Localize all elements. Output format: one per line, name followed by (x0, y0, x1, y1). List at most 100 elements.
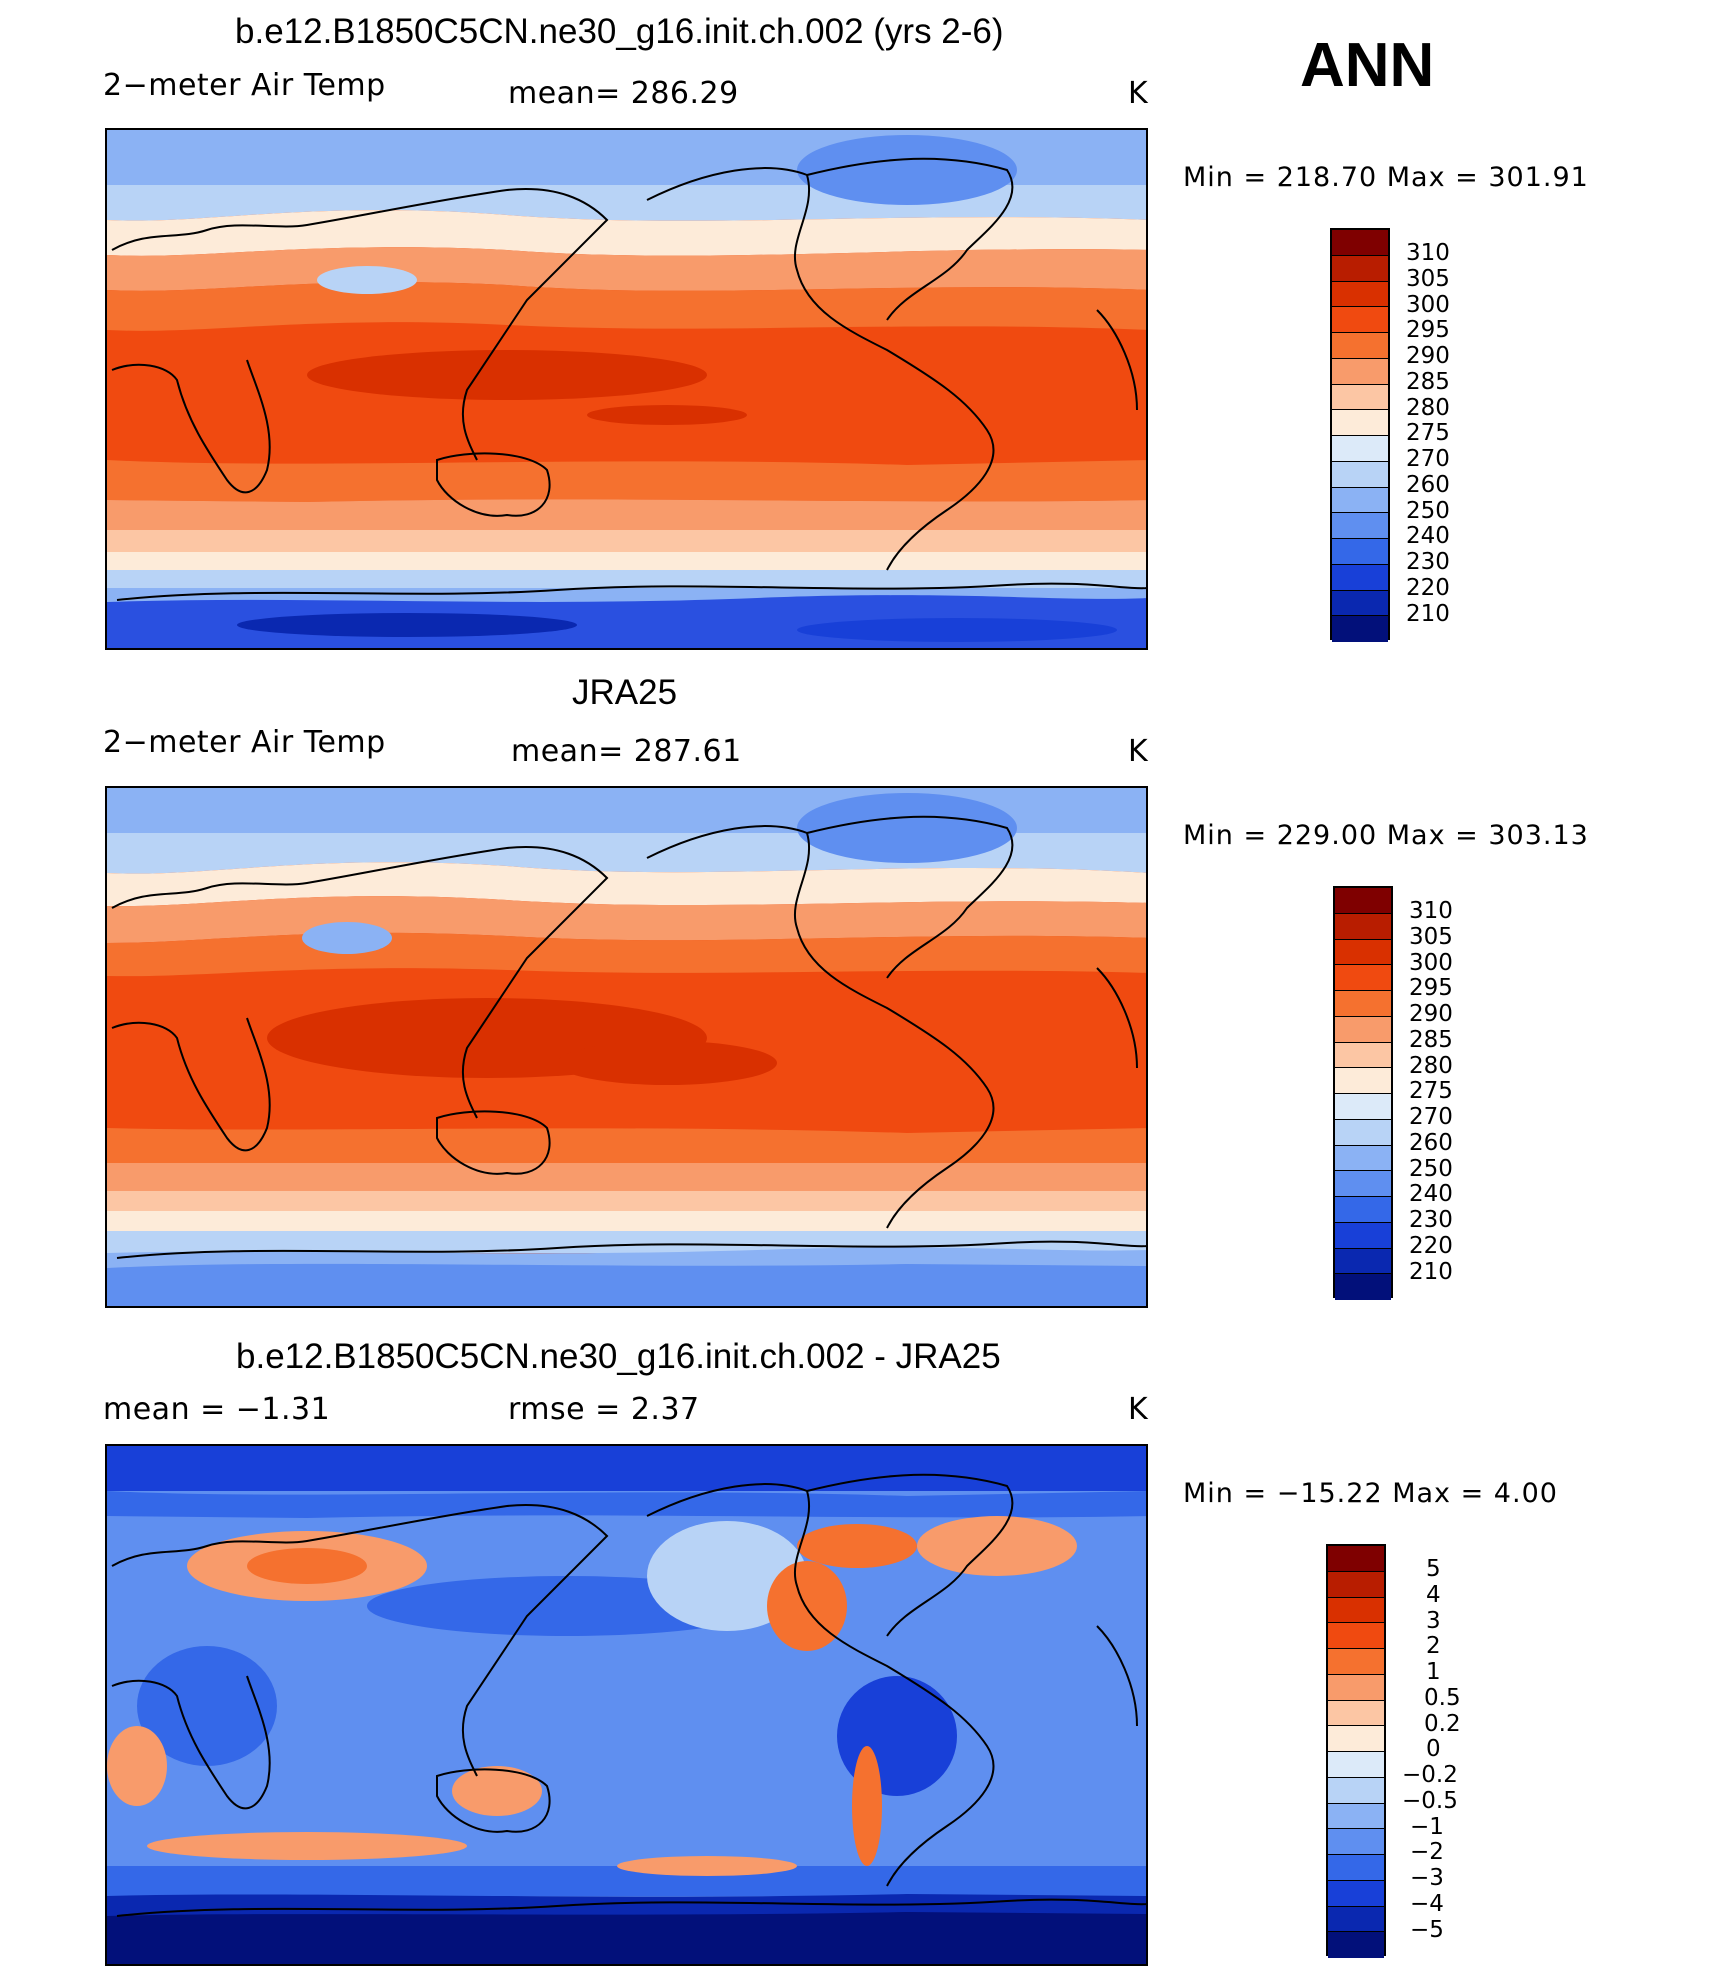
colorbar-label: 0.2 (1424, 1710, 1461, 1737)
colorbar-swatch (1335, 888, 1391, 914)
colorbar-label: 305 (1409, 923, 1453, 950)
colorbar-swatch (1335, 1222, 1391, 1249)
colorbar-label: 5 (1426, 1556, 1441, 1582)
colorbar-label: 230 (1406, 549, 1450, 575)
colorbar-label: 230 (1409, 1207, 1453, 1233)
colorbar-swatch (1332, 564, 1388, 591)
colorbar-label: 220 (1409, 1232, 1453, 1259)
colorbar-swatch (1328, 1674, 1384, 1701)
panel3-map (105, 1444, 1148, 1966)
colorbar-swatch (1328, 1571, 1384, 1598)
colorbar-swatch (1335, 965, 1391, 991)
colorbar-label: 295 (1409, 975, 1453, 1002)
colorbar-swatch (1328, 1597, 1384, 1624)
panel1-map (105, 128, 1148, 650)
colorbar-label: 250 (1406, 497, 1450, 524)
panel2-minmax: Min = 229.00 Max = 303.13 (1183, 820, 1589, 851)
colorbar-swatch (1328, 1649, 1384, 1675)
colorbar-label: 4 (1426, 1581, 1441, 1608)
colorbar-label: 275 (1409, 1078, 1453, 1105)
colorbar-swatch (1335, 1119, 1391, 1146)
colorbar-swatch (1335, 1248, 1391, 1275)
colorbar-label: 220 (1406, 574, 1450, 601)
colorbar-label: 300 (1409, 949, 1453, 976)
colorbar-label: 250 (1409, 1155, 1453, 1182)
colorbar-swatch (1335, 1016, 1391, 1043)
colorbar-label: 260 (1409, 1129, 1453, 1156)
colorbar-swatch (1328, 1803, 1384, 1830)
colorbar-swatch (1335, 991, 1391, 1017)
colorbar-label: 210 (1409, 1258, 1453, 1285)
colorbar-swatch (1335, 1145, 1391, 1172)
colorbar-swatch (1332, 255, 1388, 282)
colorbar-swatch (1328, 1752, 1384, 1778)
colorbar-swatch (1335, 1094, 1391, 1120)
colorbar-label: 1 (1426, 1659, 1441, 1685)
colorbar-swatch (1332, 513, 1388, 539)
colorbar-swatch (1332, 384, 1388, 411)
colorbar-label: −5 (1410, 1916, 1444, 1943)
colorbar-swatch (1328, 1932, 1384, 1958)
colorbar-swatch (1335, 1042, 1391, 1069)
colorbar-label: 210 (1406, 600, 1450, 627)
colorbar-swatch (1335, 1171, 1391, 1197)
colorbar-label: −2 (1410, 1839, 1444, 1866)
colorbar-label: −3 (1410, 1865, 1444, 1891)
colorbar-swatch (1332, 590, 1388, 617)
colorbar-swatch (1332, 410, 1388, 436)
panel1-mean-label: mean= 286.29 (508, 76, 739, 111)
colorbar-swatch (1332, 358, 1388, 385)
panel1-colorbar (1330, 228, 1390, 642)
colorbar-label: 285 (1409, 1026, 1453, 1053)
colorbar-swatch (1335, 1197, 1391, 1223)
colorbar-swatch (1328, 1777, 1384, 1804)
colorbar-swatch (1332, 333, 1388, 359)
panel2-variable-label: 2−meter Air Temp (103, 725, 386, 760)
colorbar-label: −4 (1410, 1890, 1444, 1917)
colorbar-label: 2 (1426, 1633, 1441, 1660)
colorbar-swatch (1335, 939, 1391, 966)
panel3-minmax: Min = −15.22 Max = 4.00 (1183, 1478, 1558, 1509)
colorbar-label: −0.5 (1402, 1787, 1458, 1814)
colorbar-label: 285 (1406, 368, 1450, 395)
colorbar-label: 280 (1406, 394, 1450, 421)
colorbar-label: 275 (1406, 420, 1450, 447)
colorbar-label: 240 (1406, 523, 1450, 550)
panel3-mean-label: mean = −1.31 (103, 1392, 331, 1427)
colorbar-label: 290 (1409, 1001, 1453, 1027)
colorbar-swatch (1328, 1623, 1384, 1649)
colorbar-swatch (1328, 1726, 1384, 1752)
panel2-units: K (1128, 734, 1149, 769)
colorbar-swatch (1332, 539, 1388, 565)
colorbar-label: 300 (1406, 291, 1450, 318)
colorbar-label: 0.5 (1424, 1684, 1461, 1711)
colorbar-label: 310 (1406, 240, 1450, 266)
panel3-colorbar (1326, 1544, 1386, 1958)
colorbar-label: −1 (1410, 1813, 1444, 1840)
season-label: ANN (1300, 31, 1435, 100)
colorbar-label: 290 (1406, 343, 1450, 369)
colorbar-swatch (1332, 461, 1388, 488)
colorbar-label: 0 (1426, 1736, 1441, 1763)
panel1-units: K (1128, 76, 1149, 111)
colorbar-swatch (1332, 281, 1388, 308)
colorbar-swatch (1335, 913, 1391, 940)
colorbar-label: 295 (1406, 317, 1450, 344)
colorbar-swatch (1332, 436, 1388, 462)
colorbar-swatch (1335, 1068, 1391, 1094)
colorbar-swatch (1328, 1906, 1384, 1933)
colorbar-swatch (1332, 230, 1388, 256)
panel3-rmse-label: rmse = 2.37 (508, 1392, 700, 1427)
colorbar-label: 240 (1409, 1181, 1453, 1208)
colorbar-swatch (1328, 1829, 1384, 1855)
panel2-colorbar (1333, 886, 1393, 1300)
panel1-minmax: Min = 218.70 Max = 301.91 (1183, 162, 1589, 193)
panel3-units: K (1128, 1392, 1149, 1427)
panel2-map (105, 786, 1148, 1308)
colorbar-label: 280 (1409, 1052, 1453, 1079)
panel2-mean-label: mean= 287.61 (511, 734, 742, 769)
colorbar-label: 260 (1406, 471, 1450, 498)
colorbar-swatch (1328, 1855, 1384, 1881)
panel1-variable-label: 2−meter Air Temp (103, 68, 386, 103)
colorbar-swatch (1332, 307, 1388, 333)
